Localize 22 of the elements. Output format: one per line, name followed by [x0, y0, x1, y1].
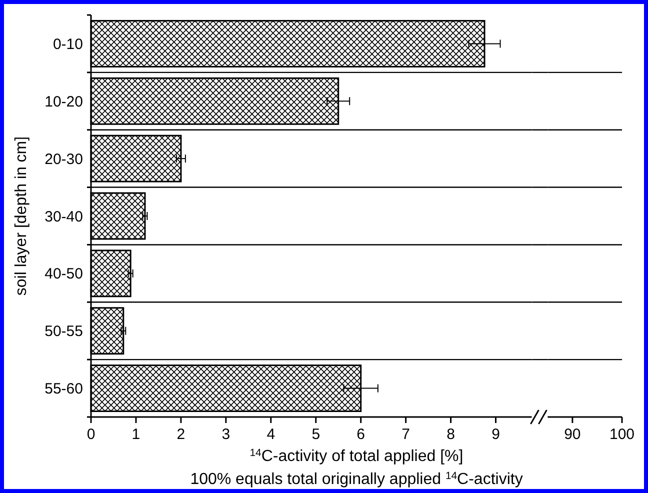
- x-tick-label: 9: [492, 426, 500, 443]
- y-tick-label: 0-10: [52, 36, 83, 53]
- x-tick-label: 0: [86, 426, 96, 443]
- x-tick-label: 2: [176, 426, 186, 443]
- x-axis-title: $^{14}$C-activity of total applied [%]: [250, 448, 464, 465]
- y-axis-title: soil layer [depth in cm]: [13, 136, 30, 296]
- y-tick-label: 40-50: [44, 266, 83, 283]
- x-tick-label: 5: [312, 426, 320, 443]
- y-tick-label: 30-40: [44, 208, 83, 226]
- x-tick-label: 1: [132, 426, 140, 443]
- x-tick-label: 7: [402, 426, 410, 443]
- x-tick-label: 4: [266, 426, 276, 443]
- y-tick-label: 20-30: [44, 150, 83, 168]
- text: 100% equals total originally applied $^{14}$C-activity: [190, 470, 523, 488]
- y-tick-label: 10-20: [44, 93, 83, 110]
- x-tick-label: 3: [222, 426, 230, 443]
- x-tick-label: 8: [446, 426, 455, 443]
- y-tick-label: 55-60: [44, 380, 83, 398]
- x-tick-label: 6: [356, 426, 366, 443]
- x2-tick-label: 90: [564, 426, 581, 443]
- x2-tick-label: 100: [609, 426, 635, 443]
- y-tick-label: 50-55: [44, 323, 83, 340]
